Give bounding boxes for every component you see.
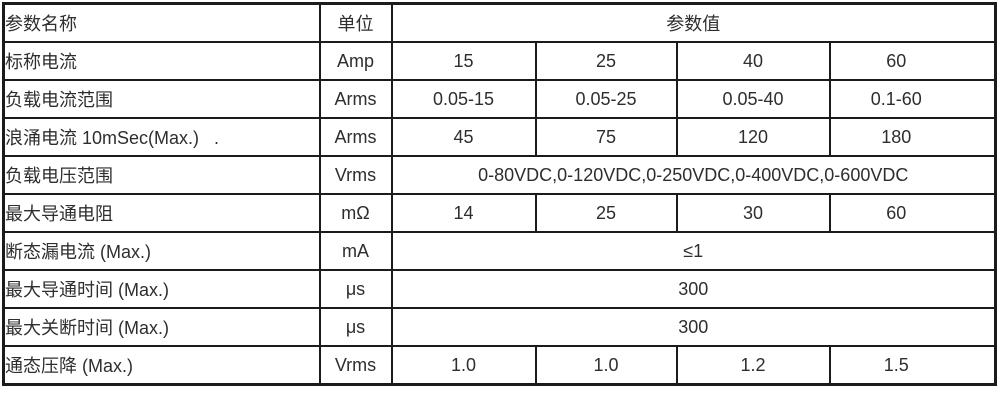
value-cell: 0.1-60: [828, 79, 997, 119]
header-param-value: 参数值: [390, 2, 997, 43]
value-cell: 0.05-40: [675, 79, 831, 119]
spec-table-body: 标称电流 Amp 15 25 40 60 负载电流范围 Arms 0.05-15 0.05-25 0…: [2, 41, 997, 386]
param-name-cell: 最大关断时间 (Max.): [2, 307, 321, 347]
param-name-cell: 负载电流范围: [2, 79, 321, 119]
unit-cell: mΩ: [318, 193, 393, 233]
value-cell: 45: [390, 117, 537, 157]
param-name-cell: 标称电流: [2, 41, 321, 81]
value-cell: 120: [675, 117, 831, 157]
value-span-cell: 300: [390, 307, 997, 347]
value-cell: 14: [390, 193, 537, 233]
value-span-cell: 0-80VDC,0-120VDC,0-250VDC,0-400VDC,0-600…: [390, 155, 997, 195]
param-name-cell: 负载电压范围: [2, 155, 321, 195]
unit-cell: Vrms: [318, 155, 393, 195]
value-cell: 75: [534, 117, 678, 157]
header-unit: 单位: [318, 2, 393, 43]
value-cell: 30: [675, 193, 831, 233]
header-param-name: 参数名称: [2, 2, 321, 43]
value-cell: 40: [675, 41, 831, 81]
value-cell: 1.5: [828, 345, 997, 386]
unit-cell: Arms: [318, 79, 393, 119]
value-span-cell: ≤1: [390, 231, 997, 271]
param-name-cell: 最大导通电阻: [2, 193, 321, 233]
table-row: 标称电流 Amp 15 25 40 60: [2, 41, 997, 81]
parameter-spec-table: 参数名称 单位 参数值 标称电流 Amp 15 25 40 60 负载电流范围 Arms 0.0…: [2, 2, 997, 386]
table-row: 通态压降 (Max.) Vrms 1.0 1.0 1.2 1.5: [2, 345, 997, 386]
param-name-cell: 浪涌电流 10mSec(Max.) .: [2, 117, 321, 157]
unit-cell: Vrms: [318, 345, 393, 386]
value-cell: 0.05-25: [534, 79, 678, 119]
value-cell: 1.0: [390, 345, 537, 386]
table-row: 最大导通时间 (Max.) μs 300: [2, 269, 997, 309]
value-cell: 25: [534, 193, 678, 233]
value-cell: 60: [828, 193, 997, 233]
value-cell: 15: [390, 41, 537, 81]
value-span-cell: 300: [390, 269, 997, 309]
value-cell: 60: [828, 41, 997, 81]
unit-cell: mA: [318, 231, 393, 271]
table-row: 最大导通电阻 mΩ 14 25 30 60: [2, 193, 997, 233]
unit-cell: μs: [318, 307, 393, 347]
value-cell: 25: [534, 41, 678, 81]
table-row: 浪涌电流 10mSec(Max.) . Arms 45 75 120 180: [2, 117, 997, 157]
value-cell: 180: [828, 117, 997, 157]
value-cell: 1.0: [534, 345, 678, 386]
unit-cell: Arms: [318, 117, 393, 157]
table-row: 断态漏电流 (Max.) mA ≤1: [2, 231, 997, 271]
unit-cell: μs: [318, 269, 393, 309]
unit-cell: Amp: [318, 41, 393, 81]
value-cell: 1.2: [675, 345, 831, 386]
param-name-cell: 最大导通时间 (Max.): [2, 269, 321, 309]
table-row: 负载电压范围 Vrms 0-80VDC,0-120VDC,0-250VDC,0-40…: [2, 155, 997, 195]
value-cell: 0.05-15: [390, 79, 537, 119]
param-name-cell: 通态压降 (Max.): [2, 345, 321, 386]
table-row: 最大关断时间 (Max.) μs 300: [2, 307, 997, 347]
param-name-cell: 断态漏电流 (Max.): [2, 231, 321, 271]
table-row: 负载电流范围 Arms 0.05-15 0.05-25 0.05-40 0.1-60: [2, 79, 997, 119]
table-header-row: 参数名称 单位 参数值: [2, 2, 997, 43]
